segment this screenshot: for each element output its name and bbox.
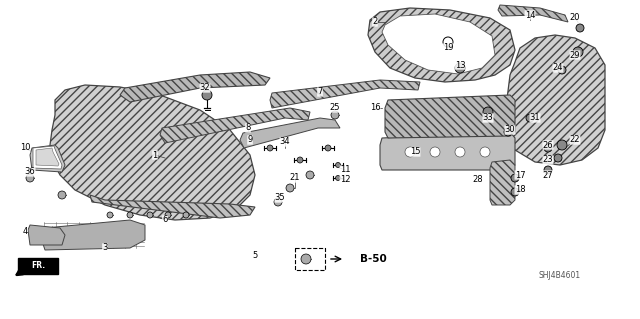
Circle shape: [165, 212, 171, 218]
Text: 34: 34: [280, 137, 291, 146]
Text: 11: 11: [340, 166, 350, 174]
Circle shape: [511, 188, 519, 196]
Polygon shape: [36, 148, 59, 166]
Text: 15: 15: [410, 147, 420, 157]
Polygon shape: [30, 145, 65, 172]
Circle shape: [430, 147, 440, 157]
Text: 4: 4: [22, 227, 28, 236]
Circle shape: [526, 114, 534, 122]
Circle shape: [573, 47, 583, 57]
Circle shape: [443, 37, 453, 47]
Text: 26: 26: [543, 140, 554, 150]
Text: 24: 24: [553, 63, 563, 72]
Circle shape: [183, 212, 189, 218]
Circle shape: [127, 212, 133, 218]
Text: 6: 6: [163, 216, 168, 225]
Text: FR.: FR.: [31, 262, 45, 271]
Polygon shape: [120, 72, 270, 102]
Text: SHJ4B4601: SHJ4B4601: [539, 271, 581, 279]
Polygon shape: [270, 80, 420, 108]
Circle shape: [58, 191, 66, 199]
Text: 29: 29: [570, 50, 580, 60]
Text: 14: 14: [525, 11, 535, 19]
Circle shape: [558, 66, 566, 74]
Circle shape: [335, 162, 340, 167]
Circle shape: [286, 184, 294, 192]
Polygon shape: [385, 95, 515, 138]
Polygon shape: [498, 5, 568, 22]
Polygon shape: [160, 108, 310, 143]
Text: 3: 3: [102, 243, 108, 253]
Text: 8: 8: [245, 123, 251, 132]
Circle shape: [325, 145, 331, 151]
Text: 12: 12: [340, 175, 350, 184]
Circle shape: [335, 175, 340, 181]
Text: 28: 28: [473, 175, 483, 184]
Bar: [295, 248, 325, 270]
Circle shape: [511, 174, 519, 182]
Circle shape: [274, 198, 282, 206]
Circle shape: [504, 128, 512, 136]
Text: 13: 13: [454, 61, 465, 70]
Polygon shape: [40, 220, 145, 250]
Circle shape: [455, 63, 465, 73]
Polygon shape: [382, 14, 495, 74]
Circle shape: [107, 212, 113, 218]
Circle shape: [26, 174, 34, 182]
Polygon shape: [368, 8, 515, 82]
Text: 10: 10: [20, 144, 30, 152]
Polygon shape: [33, 146, 62, 169]
Polygon shape: [490, 160, 515, 205]
Circle shape: [557, 140, 567, 150]
Polygon shape: [505, 35, 605, 165]
Text: 1: 1: [152, 151, 157, 160]
Circle shape: [480, 147, 490, 157]
Text: 32: 32: [200, 84, 211, 93]
Text: 16: 16: [370, 103, 380, 113]
Circle shape: [544, 166, 552, 174]
Circle shape: [576, 24, 584, 32]
Circle shape: [301, 254, 311, 264]
Polygon shape: [50, 85, 255, 220]
Polygon shape: [90, 195, 255, 218]
Polygon shape: [380, 132, 515, 170]
Text: 35: 35: [275, 194, 285, 203]
Circle shape: [554, 154, 562, 162]
Circle shape: [455, 147, 465, 157]
Text: 23: 23: [543, 155, 554, 165]
Circle shape: [544, 144, 552, 152]
Text: 31: 31: [530, 114, 540, 122]
Text: 19: 19: [443, 43, 453, 53]
Text: 9: 9: [248, 136, 253, 145]
Text: 25: 25: [330, 103, 340, 113]
Text: 21: 21: [290, 174, 300, 182]
Polygon shape: [240, 118, 340, 148]
Text: 36: 36: [24, 167, 35, 176]
Text: 20: 20: [570, 13, 580, 23]
Circle shape: [147, 212, 153, 218]
Circle shape: [331, 111, 339, 119]
Text: 22: 22: [570, 136, 580, 145]
Text: 33: 33: [483, 114, 493, 122]
Text: 18: 18: [515, 186, 525, 195]
Text: 27: 27: [543, 170, 554, 180]
Circle shape: [405, 147, 415, 157]
Text: B-50: B-50: [360, 254, 387, 264]
Text: 5: 5: [252, 250, 258, 259]
Circle shape: [483, 107, 493, 117]
Text: 7: 7: [317, 87, 323, 97]
Circle shape: [202, 90, 212, 100]
Circle shape: [267, 145, 273, 151]
Circle shape: [297, 157, 303, 163]
Text: 2: 2: [372, 18, 378, 26]
Text: 17: 17: [515, 170, 525, 180]
Text: 30: 30: [505, 125, 515, 135]
Bar: [18, 258, 58, 274]
Polygon shape: [28, 225, 65, 245]
Circle shape: [306, 171, 314, 179]
